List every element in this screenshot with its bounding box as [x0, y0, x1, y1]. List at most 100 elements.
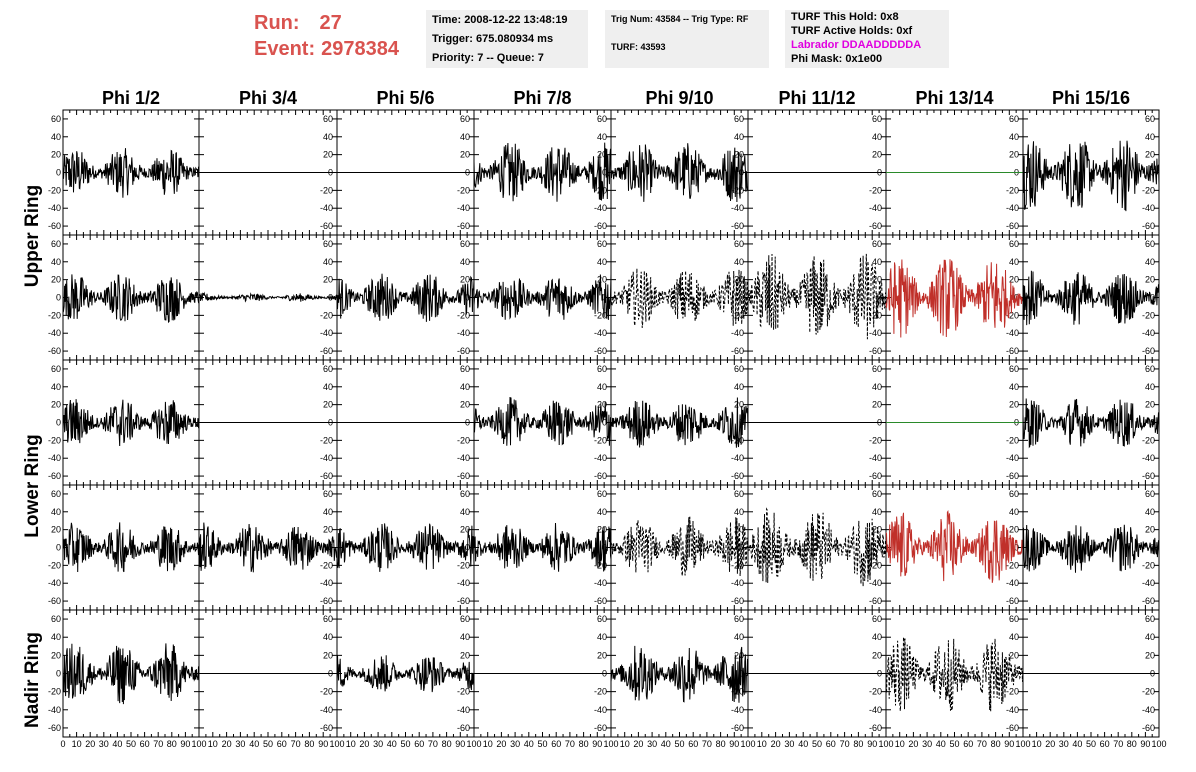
y-tick-label: -40	[48, 328, 61, 338]
y-tick-label: 60	[597, 364, 607, 374]
y-tick-label: -20	[1006, 560, 1019, 570]
y-tick-label: 20	[872, 150, 882, 160]
x-tick-label: 20	[359, 739, 369, 749]
y-tick-label: 60	[734, 114, 744, 124]
x-tick-label: 10	[757, 739, 767, 749]
y-tick-label: 40	[460, 257, 470, 267]
y-tick-label: -40	[594, 453, 607, 463]
waveform-trace	[747, 507, 887, 587]
y-tick-label: 60	[51, 114, 61, 124]
y-tick-label: 40	[734, 632, 744, 642]
y-tick-label: -60	[731, 596, 744, 606]
x-tick-label: 20	[496, 739, 506, 749]
y-tick-label: 0	[602, 418, 607, 428]
y-tick-label: 40	[734, 257, 744, 267]
y-tick-label: -20	[48, 560, 61, 570]
y-tick-label: 60	[872, 614, 882, 624]
x-tick-label: 90	[318, 739, 328, 749]
waveform-trace	[885, 510, 1024, 583]
y-tick-label: -40	[1142, 578, 1155, 588]
y-tick-label: -60	[594, 346, 607, 356]
y-tick-label: 40	[51, 382, 61, 392]
y-tick-label: 40	[1009, 257, 1019, 267]
y-tick-label: 0	[877, 543, 882, 553]
y-tick-label: -40	[48, 203, 61, 213]
y-tick-label: 20	[1145, 525, 1155, 535]
y-tick-label: 0	[56, 418, 61, 428]
run-value: 27	[319, 12, 342, 34]
y-tick-label: 20	[51, 150, 61, 160]
y-tick-label: 20	[1009, 275, 1019, 285]
y-tick-label: 40	[51, 132, 61, 142]
y-tick-label: -20	[731, 310, 744, 320]
y-tick-label: 60	[1009, 239, 1019, 249]
y-tick-label: -20	[1142, 185, 1155, 195]
y-tick-label: -60	[320, 596, 333, 606]
trig-num-text: Trig Num: 43584 -- Trig Type: RF	[611, 14, 749, 24]
waveform-trace	[336, 523, 475, 572]
y-tick-label: -20	[48, 310, 61, 320]
waveform-trace	[473, 142, 612, 202]
priority-text: Priority: 7 -- Queue: 7	[432, 52, 544, 64]
phi-mask-text: Phi Mask: 0x1e00	[791, 53, 883, 65]
waveform-trace	[336, 273, 475, 322]
x-tick-label: 70	[428, 739, 438, 749]
x-tick-label: 70	[977, 739, 987, 749]
x-tick-label: 100	[1015, 739, 1030, 749]
y-tick-label: -40	[1142, 328, 1155, 338]
x-tick-label: 70	[1113, 739, 1123, 749]
y-tick-label: 40	[597, 257, 607, 267]
trig-info-box: Trig Num: 43584 -- Trig Type: RF TURF: 4…	[605, 10, 769, 68]
y-tick-label: -60	[594, 471, 607, 481]
y-tick-label: -40	[48, 578, 61, 588]
y-tick-label: 60	[734, 239, 744, 249]
y-tick-label: 0	[739, 543, 744, 553]
y-tick-label: 20	[597, 275, 607, 285]
y-tick-label: 20	[460, 150, 470, 160]
y-tick-label: 60	[597, 114, 607, 124]
y-tick-label: -20	[869, 560, 882, 570]
x-tick-label: 100	[603, 739, 618, 749]
waveform-trace	[62, 148, 200, 198]
x-tick-label: 20	[222, 739, 232, 749]
y-tick-label: 40	[460, 382, 470, 392]
y-tick-label: 60	[1009, 614, 1019, 624]
y-tick-label: 20	[1009, 650, 1019, 660]
y-tick-label: 40	[734, 132, 744, 142]
y-tick-label: -60	[48, 596, 61, 606]
waveform-trace	[885, 636, 1024, 712]
y-tick-label: -60	[1006, 221, 1019, 231]
y-tick-label: 0	[56, 543, 61, 553]
y-tick-label: 40	[460, 632, 470, 642]
y-tick-label: 40	[597, 132, 607, 142]
x-tick-label: 50	[400, 739, 410, 749]
y-tick-label: -20	[457, 435, 470, 445]
y-tick-label: 40	[1145, 132, 1155, 142]
x-tick-label: 40	[936, 739, 946, 749]
x-tick-label: 10	[1032, 739, 1042, 749]
y-tick-label: -20	[320, 310, 333, 320]
y-tick-label: -20	[48, 185, 61, 195]
y-tick-label: 60	[51, 489, 61, 499]
y-tick-label: 60	[323, 614, 333, 624]
x-tick-label: 90	[180, 739, 190, 749]
y-tick-label: -60	[457, 723, 470, 733]
ring-label: Lower Ring	[22, 434, 43, 537]
y-tick-label: -40	[1006, 705, 1019, 715]
y-tick-label: 40	[597, 382, 607, 392]
x-tick-label: 80	[579, 739, 589, 749]
column-header: Phi 15/16	[1052, 88, 1130, 108]
turf-info-box: TURF This Hold: 0x8 TURF Active Holds: 0…	[785, 10, 949, 68]
column-header: Phi 1/2	[102, 88, 160, 108]
